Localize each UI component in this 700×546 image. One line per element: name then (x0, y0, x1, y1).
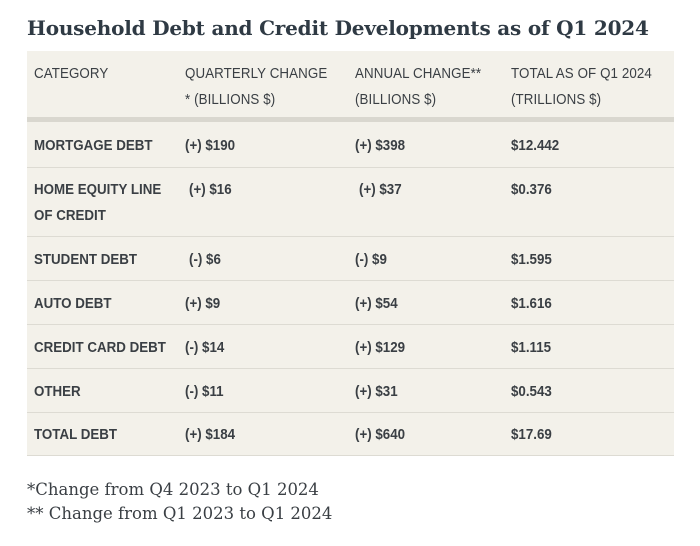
annual-cell: (+) $129 (355, 340, 406, 356)
total-cell: $1.115 (511, 340, 552, 356)
category-label: HOME EQUITY LINE (34, 182, 162, 198)
annual-cell: (+) $398 (355, 138, 406, 154)
category-label: OTHER (34, 384, 81, 400)
category-cell: CREDIT CARD DEBT (34, 335, 166, 361)
total-cell: $1.595 (511, 252, 552, 268)
page-title: Household Debt and Credit Developments a… (27, 16, 649, 40)
total-cell: $12.442 (511, 138, 560, 154)
quarterly-cell: (+) $190 (185, 138, 236, 154)
footnote-annual: ** Change from Q1 2023 to Q1 2024 (27, 504, 333, 523)
footnote-quarterly: *Change from Q4 2023 to Q1 2024 (27, 480, 319, 499)
category-cell: STUDENT DEBT (34, 247, 137, 273)
quarterly-cell: (-) $6 (189, 252, 221, 268)
header-quarterly-change: QUARTERLY CHANGE * (BILLIONS $) (185, 61, 327, 113)
annual-cell: (+) $640 (355, 427, 406, 443)
category-label: TOTAL DEBT (34, 427, 118, 443)
total-cell: $17.69 (511, 427, 552, 443)
table-header-row: CATEGORY QUARTERLY CHANGE * (BILLIONS $)… (27, 51, 674, 122)
total-cell: $0.376 (511, 182, 552, 198)
footnotes: *Change from Q4 2023 to Q1 2024 ** Chang… (27, 478, 332, 526)
header-annual-line-1: ANNUAL CHANGE** (355, 66, 482, 82)
category-cell: OTHER (34, 379, 81, 405)
annual-cell: (-) $9 (355, 252, 387, 268)
table-row: MORTGAGE DEBT (+) $190 (+) $398 $12.442 (27, 122, 674, 168)
quarterly-cell: (+) $16 (189, 182, 232, 198)
category-cell: HOME EQUITY LINE OF CREDIT (34, 177, 161, 229)
category-label: AUTO DEBT (34, 296, 112, 312)
table-row: AUTO DEBT (+) $9 (+) $54 $1.616 (27, 281, 674, 325)
header-total: TOTAL AS OF Q1 2024 (TRILLIONS $) (511, 61, 652, 113)
header-annual-change: ANNUAL CHANGE** (BILLIONS $) (355, 61, 481, 113)
header-quarterly-line-2: * (BILLIONS $) (185, 92, 276, 108)
table-row: TOTAL DEBT (+) $184 (+) $640 $17.69 (27, 413, 674, 456)
header-total-line-2: (TRILLIONS $) (511, 92, 602, 108)
debt-table: CATEGORY QUARTERLY CHANGE * (BILLIONS $)… (27, 51, 674, 456)
category-label: CREDIT CARD DEBT (34, 340, 166, 356)
category-cell: AUTO DEBT (34, 291, 112, 317)
header-category-line-1: CATEGORY (34, 66, 109, 82)
header-total-line-1: TOTAL AS OF Q1 2024 (511, 66, 652, 82)
header-quarterly-line-1: QUARTERLY CHANGE (185, 66, 328, 82)
category-label: STUDENT DEBT (34, 252, 138, 268)
table-row: STUDENT DEBT (-) $6 (-) $9 $1.595 (27, 237, 674, 281)
annual-cell: (+) $54 (355, 296, 398, 312)
annual-cell: (+) $37 (359, 182, 402, 198)
annual-cell: (+) $31 (355, 384, 398, 400)
header-category: CATEGORY (34, 61, 108, 87)
table-row: OTHER (-) $11 (+) $31 $0.543 (27, 369, 674, 413)
category-cell: MORTGAGE DEBT (34, 133, 153, 159)
quarterly-cell: (+) $184 (185, 427, 236, 443)
category-cell: TOTAL DEBT (34, 422, 117, 448)
header-annual-line-2: (BILLIONS $) (355, 92, 437, 108)
total-cell: $0.543 (511, 384, 552, 400)
total-cell: $1.616 (511, 296, 552, 312)
table-row: CREDIT CARD DEBT (-) $14 (+) $129 $1.115 (27, 325, 674, 369)
quarterly-cell: (-) $11 (185, 384, 224, 400)
quarterly-cell: (-) $14 (185, 340, 225, 356)
quarterly-cell: (+) $9 (185, 296, 221, 312)
category-label: MORTGAGE DEBT (34, 138, 153, 154)
category-label-line-2: OF CREDIT (34, 208, 106, 224)
table-row: HOME EQUITY LINE OF CREDIT (+) $16 (+) $… (27, 168, 674, 237)
